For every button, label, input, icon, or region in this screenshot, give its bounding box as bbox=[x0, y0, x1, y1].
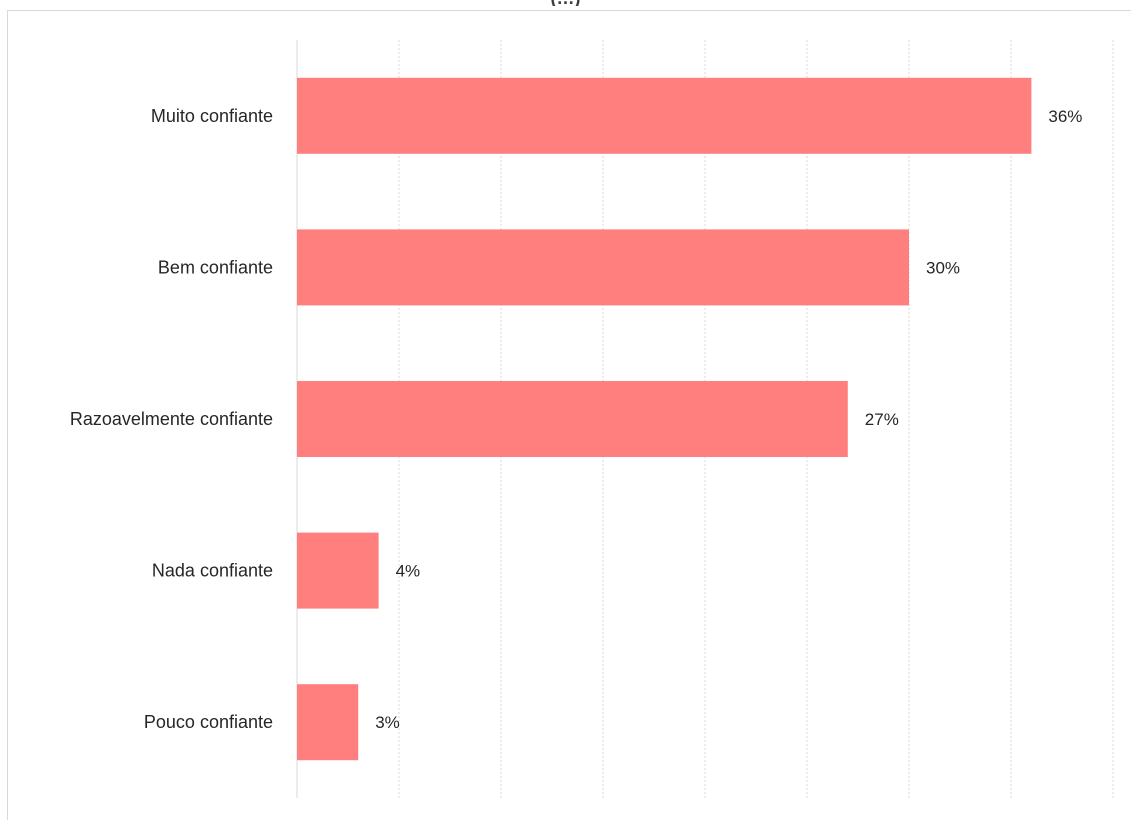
chart-title: (…) bbox=[0, 0, 1131, 6]
category-label: Bem confiante bbox=[158, 257, 273, 277]
category-label: Razoavelmente confiante bbox=[70, 409, 273, 429]
value-label: 30% bbox=[926, 258, 960, 277]
value-label: 27% bbox=[865, 410, 899, 429]
value-label: 36% bbox=[1048, 107, 1082, 126]
bar bbox=[297, 229, 909, 306]
value-label: 4% bbox=[396, 562, 421, 581]
category-label: Nada confiante bbox=[152, 561, 273, 581]
category-label: Muito confiante bbox=[151, 106, 273, 126]
category-label: Pouco confiante bbox=[144, 712, 273, 732]
chart-frame bbox=[7, 10, 1131, 820]
bar bbox=[297, 77, 1032, 154]
bar bbox=[297, 381, 848, 457]
bar bbox=[297, 532, 379, 609]
bar bbox=[297, 684, 359, 761]
value-label: 3% bbox=[375, 713, 400, 732]
